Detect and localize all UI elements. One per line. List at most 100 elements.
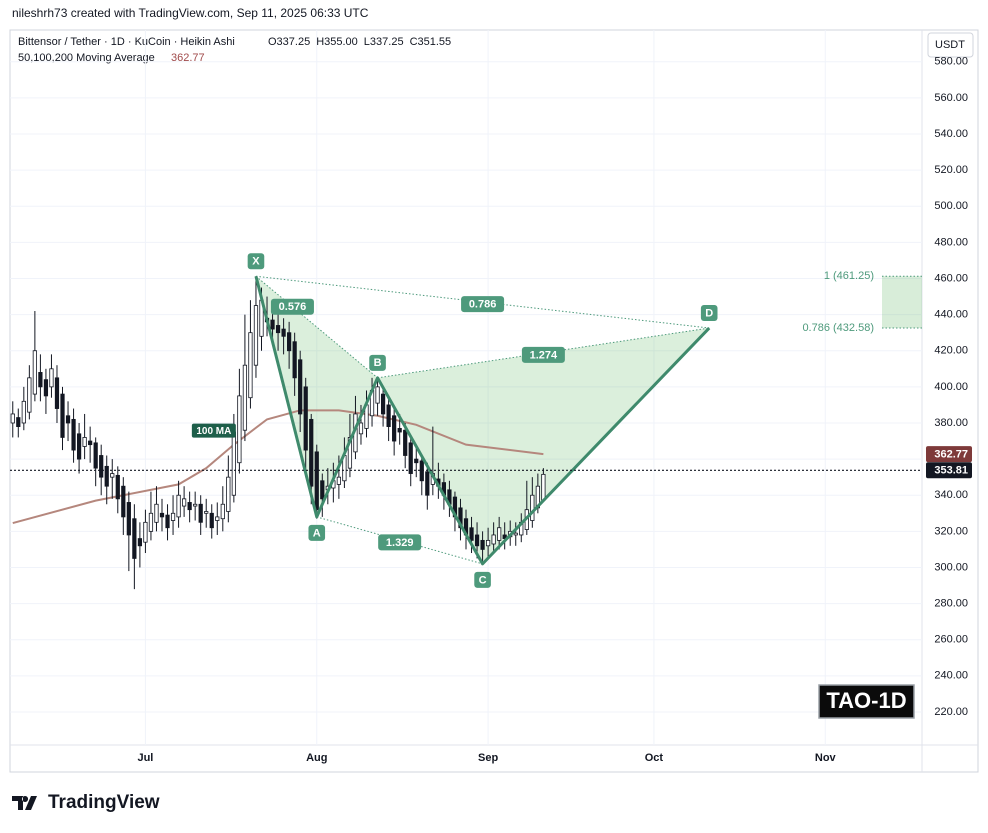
candle-body [513,532,518,536]
candle-body [93,442,98,469]
candle-body [281,328,286,337]
y-tick-label: 440.00 [934,309,968,321]
ma-label-box [191,423,236,438]
y-tick-label: 460.00 [934,272,968,284]
candle-body [502,534,507,539]
ohlc-value: C351.55 [410,36,452,48]
y-tick-label: 260.00 [934,634,968,646]
currency[interactable]: USDT [935,39,965,51]
indicator-value: 362.77 [171,52,205,64]
candle-body [65,415,71,424]
y-tick-label: 520.00 [934,164,968,176]
candle-body [491,534,496,545]
ohlc-value: O337.25 [268,36,310,48]
pattern-label-box [700,305,718,322]
pattern-label-box [247,253,265,270]
candle-body [187,502,192,511]
candle-body [485,539,491,547]
ratio-label-box [521,346,565,363]
pattern-label: D [705,307,713,319]
candle-body [38,372,43,388]
candle-body [71,418,76,451]
y-tick-label: 240.00 [934,670,968,682]
ratio-label: 1.274 [530,349,558,361]
ma-label: 100 MA [196,426,231,437]
candle-body [204,511,209,514]
pattern-fill [255,276,378,517]
ratio-label-box [378,534,422,551]
candle-body [126,502,131,536]
last-price-box [926,462,972,479]
ratio-label-box [461,296,505,313]
y-tick-label: 560.00 [934,92,968,104]
candle-body [298,359,303,415]
candle-body [215,516,220,521]
candle-body [170,512,176,521]
candle-body [76,433,82,460]
y-tick-label: 280.00 [934,597,968,609]
candle-body [82,437,87,447]
candle-body [88,440,93,446]
candle-body [469,527,474,541]
ratio-label: 0.786 [469,299,497,311]
candle-body [49,368,54,388]
candle-body [99,455,104,478]
candle-body [392,415,397,442]
currency-button[interactable] [927,32,974,58]
fib-level-label: 1 (461.25) [824,270,874,282]
pattern-label-box [474,571,491,588]
candle-body [32,350,37,395]
logo-icon [12,796,37,810]
ratio-label: 1.329 [386,537,414,549]
x-tick-label: Sep [478,752,498,764]
candle-body [193,503,198,507]
candle-body [358,422,364,435]
candle-body [115,474,120,500]
candle-body [320,480,325,500]
candle-body [237,395,242,464]
ma-price-box [926,446,972,463]
candle-body [176,494,181,518]
y-tick-label: 340.00 [934,489,968,501]
candle-body [397,428,402,433]
ratio-label-box [270,298,314,315]
candle-body [54,377,60,409]
candle-body [375,386,380,404]
candle-body [10,413,15,424]
candle-body [530,494,535,521]
y-tick-label: 300.00 [934,561,968,573]
candle-body [242,364,248,431]
candle-body [181,498,187,507]
pattern-label-box [369,354,386,371]
x-tick-label: Aug [306,752,327,764]
y-tick-label: 320.00 [934,525,968,537]
candle-body [408,442,413,474]
ohlc-value: L337.25 [364,36,404,48]
attribution: nileshrh73 created with TradingView.com,… [12,6,369,20]
candle-body [270,319,275,330]
y-tick-label: 220.00 [934,706,968,718]
candle-body [104,465,109,487]
candle-body [16,417,21,428]
candle-body [403,429,408,456]
candle-body [60,393,65,438]
candle-body [132,518,137,559]
candle-body [198,503,203,523]
y-tick-label: 420.00 [934,345,968,357]
candle-body [165,514,170,529]
candle-body [226,476,231,512]
last-price-label: 353.81 [934,465,968,477]
y-tick-label: 580.00 [934,56,968,68]
y-tick-label: 480.00 [934,236,968,248]
candle-body [159,512,165,518]
candle-body [148,512,154,532]
fib-level-label: 0.786 (432.58) [802,322,874,334]
candle-body [143,521,148,543]
target-zone [882,276,922,329]
candle-body [336,476,341,485]
candle-body [209,512,214,529]
candle-body [380,393,386,415]
x-tick-label: Jul [137,752,153,764]
pattern-label: C [479,574,487,586]
